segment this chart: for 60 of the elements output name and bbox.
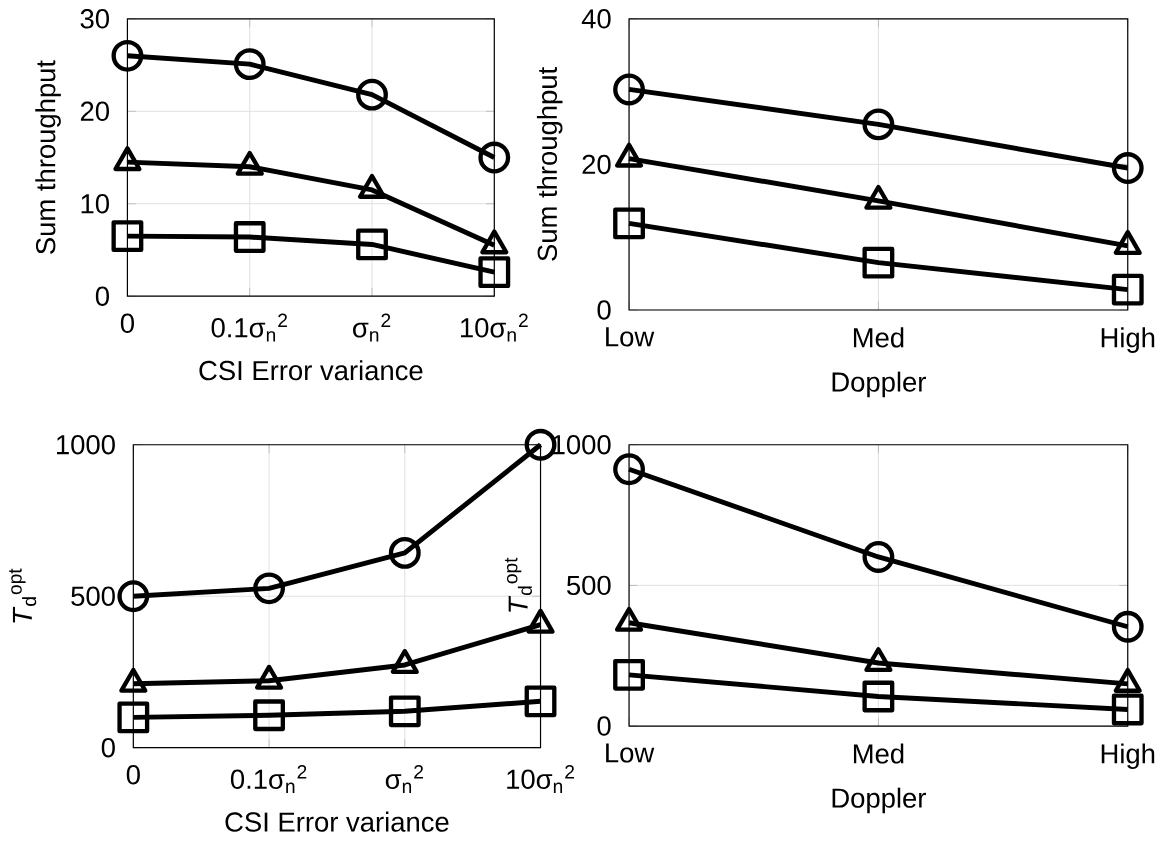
point (111, 220, 144, 253)
point (1111, 152, 1144, 185)
point (613, 453, 645, 486)
point (1111, 610, 1144, 643)
point (613, 207, 645, 240)
x-tick-label: Med (853, 327, 904, 348)
point (862, 680, 895, 713)
point (862, 108, 895, 141)
y-tick-label: 0 (95, 286, 109, 307)
point (117, 701, 150, 734)
point (117, 580, 150, 613)
point (1111, 273, 1144, 306)
y-tick-label: 0 (597, 716, 611, 736)
y-tick-label: 1000 (57, 435, 115, 455)
x-tick-label: 0 (120, 313, 134, 334)
x-axis-title: CSI Error variance (199, 360, 423, 381)
point (356, 78, 388, 111)
point (1111, 693, 1144, 726)
x-tick-label: 0.1σ$_{n}$2 (211, 313, 287, 342)
x-tick-label: 10σ$_{n}$2 (461, 313, 528, 342)
point (388, 537, 421, 569)
y-axis-title: T$_{d}$opt (9, 568, 37, 623)
point (388, 695, 421, 728)
x-tick-label: Low (606, 327, 655, 347)
y-axis-title: T$_{d}$opt (504, 557, 532, 612)
y-tick-label: 500 (567, 575, 611, 596)
y-tick-label: 20 (80, 101, 109, 122)
x-axis-title: Doppler (832, 787, 926, 814)
y-tick-label: 10 (81, 194, 109, 214)
point (233, 221, 266, 254)
x-tick-label: σ$_{n}$2 (385, 765, 423, 794)
x-tick-label: High (1101, 743, 1155, 770)
y-tick-label: 0 (597, 300, 611, 320)
x-tick-label: Low (606, 743, 655, 763)
point (233, 48, 266, 81)
point (613, 658, 645, 691)
point (478, 141, 511, 174)
x-axis-title: CSI Error variance (225, 811, 449, 832)
point (862, 541, 895, 573)
x-tick-label: 10σ$_{n}$2 (507, 765, 574, 794)
point (253, 699, 286, 732)
y-tick-label: 500 (71, 586, 115, 607)
point (478, 256, 511, 289)
y-axis-title: Sum throughput (536, 67, 563, 261)
x-tick-label: 0.1σ$_{n}$2 (230, 765, 307, 794)
x-axis-title: Doppler (832, 371, 926, 398)
y-tick-label: 30 (80, 9, 109, 29)
x-tick-label: High (1101, 327, 1155, 353)
point (111, 39, 144, 72)
y-axis-title: Sum throughput (35, 60, 61, 254)
x-tick-label: 0 (126, 765, 140, 785)
point (862, 246, 895, 279)
y-tick-label: 40 (581, 9, 611, 29)
y-tick-label: 20 (582, 154, 611, 175)
point (524, 685, 557, 718)
point (356, 228, 388, 261)
x-tick-label: Med (853, 743, 904, 764)
point (613, 73, 645, 106)
x-tick-label: σ$_{n}$2 (353, 313, 391, 342)
point (253, 572, 286, 605)
